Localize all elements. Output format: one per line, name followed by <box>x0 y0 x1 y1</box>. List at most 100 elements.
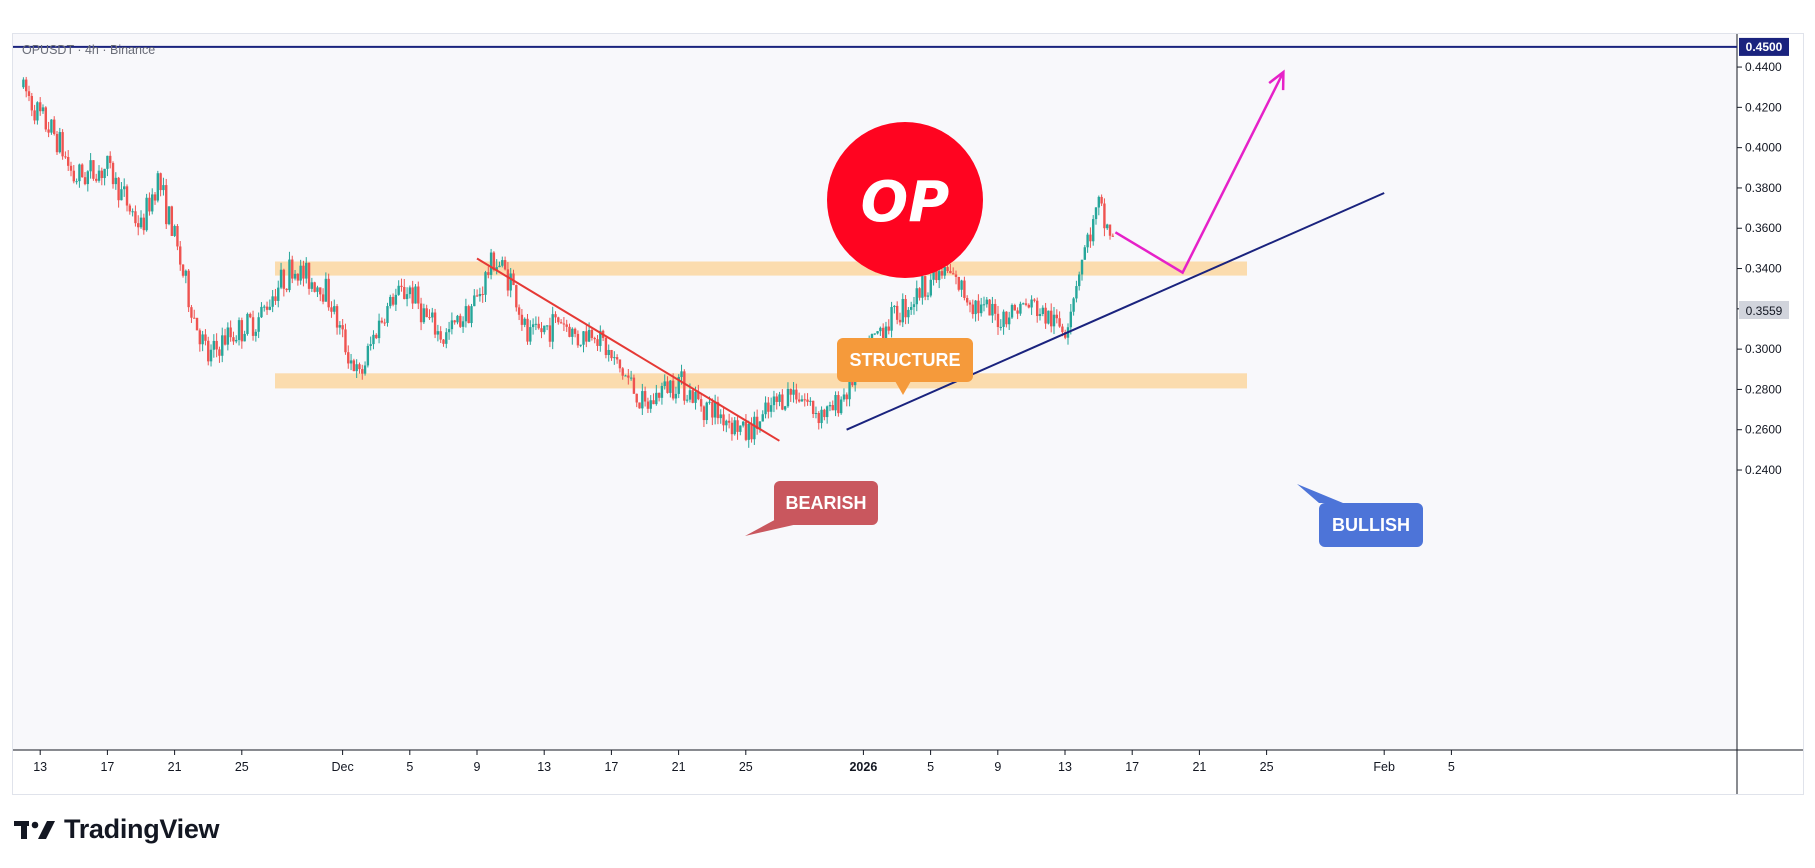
lines-layer <box>476 69 1385 442</box>
candle-body <box>907 309 910 318</box>
brand-name: TradingView <box>64 814 220 844</box>
candle-body <box>722 414 725 426</box>
candle-body <box>1089 234 1092 242</box>
candle-body <box>767 402 770 412</box>
candle-body <box>215 340 218 350</box>
candle-body <box>380 320 384 323</box>
candle-body <box>257 317 260 332</box>
candle-body <box>887 326 890 331</box>
tradingview-logo-icon <box>14 820 55 839</box>
candle-body <box>809 400 812 402</box>
bearish-callout: BEARISH <box>745 481 878 536</box>
time-tick-label: 25 <box>235 760 249 774</box>
candle-body <box>761 414 764 422</box>
candle-body <box>697 391 700 400</box>
candle-body <box>806 399 809 402</box>
chart-svg[interactable]: OPUSDT · 4h · Binance OP STRUCTURE BEARI… <box>13 34 1803 794</box>
candle-body <box>377 320 381 339</box>
candle-body <box>949 270 952 274</box>
level-tag: 0.4500 <box>1739 37 1789 56</box>
zone-2 <box>275 373 1247 389</box>
candle-body <box>335 306 339 328</box>
candle-body <box>926 295 930 297</box>
time-axis: 13 17 21 25 Dec 5 9 13 17 21 25 2026 5 9 13 17 21 25 Feb 5 <box>33 750 1455 774</box>
candle-body <box>758 421 762 429</box>
candle-body <box>265 306 269 310</box>
candle-body <box>811 400 815 414</box>
zone-1 <box>275 261 1247 276</box>
candle-body <box>565 324 568 327</box>
candle-body <box>946 267 949 271</box>
candle-body <box>800 399 804 402</box>
time-tick-label: 13 <box>537 760 551 774</box>
candle-body <box>629 377 633 379</box>
time-tick-label: 9 <box>474 760 481 774</box>
tradingview-brand[interactable]: TradingView <box>14 814 220 845</box>
candle-body <box>372 334 375 345</box>
chart-frame: OPUSDT · 4h · Binance OP STRUCTURE BEARI… <box>12 33 1804 795</box>
candle-body <box>1007 317 1011 325</box>
candle-body <box>1078 274 1081 287</box>
candle-body <box>156 173 160 201</box>
candle-body <box>83 177 87 185</box>
candle-body <box>531 324 535 328</box>
time-tick-label: 25 <box>1260 760 1274 774</box>
candle-body <box>725 420 728 426</box>
candle-body <box>249 313 252 318</box>
candle-body <box>445 332 448 344</box>
candle-body <box>92 160 95 179</box>
candle-body <box>232 337 235 342</box>
candle-body <box>492 252 496 271</box>
candle-body <box>44 107 48 130</box>
time-tick-label: 17 <box>1125 760 1139 774</box>
candle-body <box>915 288 918 305</box>
candle-body <box>450 320 454 330</box>
candle-body <box>568 326 571 337</box>
candle-body <box>655 392 658 405</box>
candle-body <box>478 293 482 297</box>
candle-body <box>148 197 151 212</box>
candle-body <box>467 306 470 324</box>
candle-body <box>145 197 148 231</box>
candle-body <box>361 369 364 374</box>
candle-body <box>165 185 168 225</box>
candle-body <box>685 399 689 401</box>
candle-body <box>442 339 445 344</box>
candle-body <box>974 300 977 315</box>
candle-body <box>557 317 560 323</box>
candle-body <box>814 413 818 415</box>
candle-body <box>307 262 311 289</box>
candle-body <box>604 337 608 356</box>
candle-body <box>310 282 314 289</box>
candle-body <box>299 265 302 281</box>
price-tick-label: 0.2600 <box>1745 423 1782 437</box>
candle-body <box>540 328 543 333</box>
candle-body <box>663 381 666 386</box>
candle-body <box>657 392 661 398</box>
candle-body <box>302 265 305 279</box>
candle-body <box>1069 311 1073 328</box>
candle-body <box>901 298 904 323</box>
candle-body <box>218 349 221 356</box>
candle-body <box>716 402 720 419</box>
candle-body <box>627 375 630 378</box>
candle-body <box>837 395 840 414</box>
bullish-box <box>1319 503 1423 547</box>
candle-body <box>128 205 132 212</box>
bullish-trendline <box>846 192 1385 431</box>
candle-body <box>114 177 118 185</box>
candle-body <box>321 294 325 302</box>
candle-body <box>954 274 958 277</box>
candle-body <box>996 313 1000 328</box>
candle-body <box>349 360 353 364</box>
candle-body <box>1030 299 1033 308</box>
candle-body <box>243 333 246 342</box>
candle-body <box>828 405 832 407</box>
candle-body <box>134 211 137 224</box>
candle-body <box>660 385 664 398</box>
candle-body <box>596 339 599 346</box>
candle-body <box>246 313 249 334</box>
candle-body <box>1061 326 1064 333</box>
candle-body <box>282 269 286 289</box>
candle-body <box>464 306 468 322</box>
